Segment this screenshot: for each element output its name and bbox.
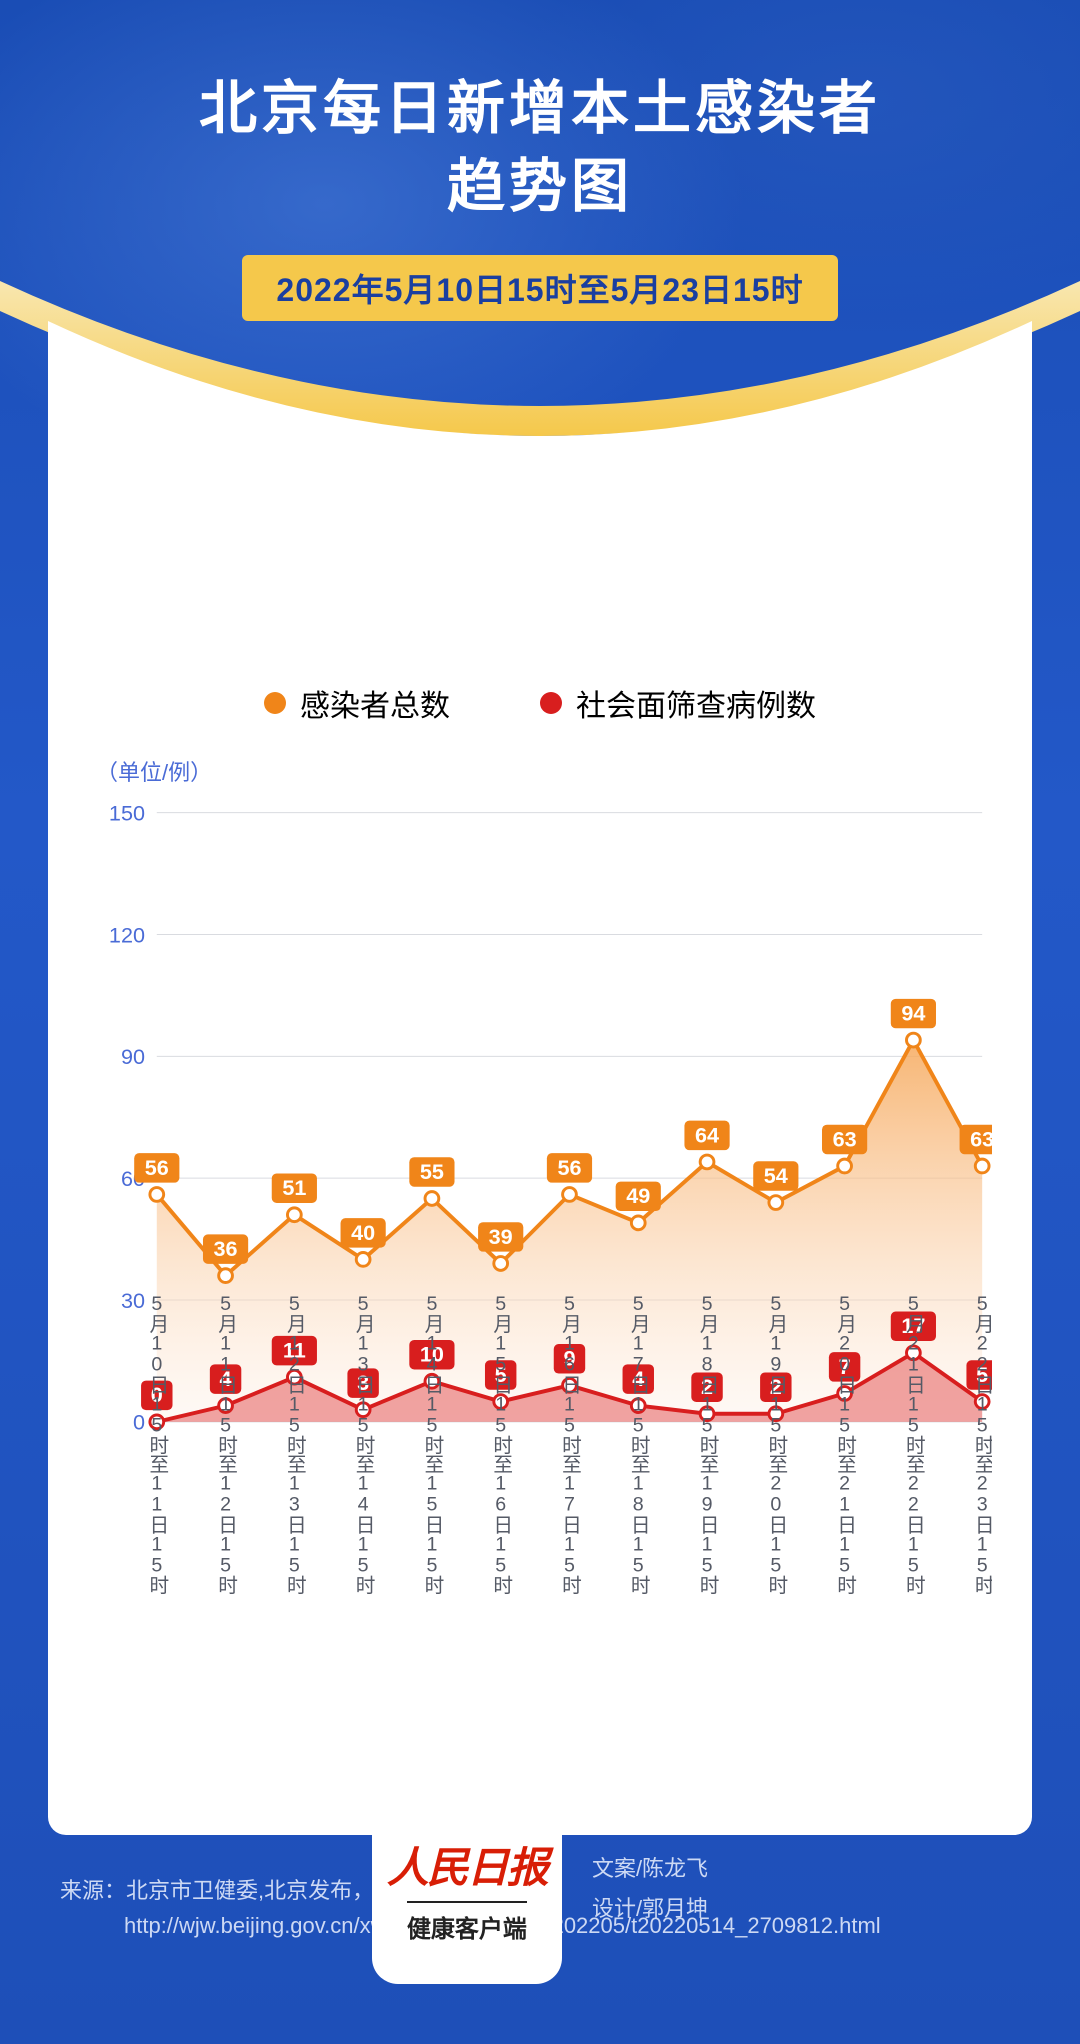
- svg-text:5月19日15时至20日15时: 5月19日15时至20日15时: [765, 1292, 788, 1594]
- legend: 感染者总数 社会面筛查病例数: [88, 681, 992, 725]
- svg-text:64: 64: [695, 1122, 719, 1147]
- svg-text:5月13日15时至14日15时: 5月13日15时至14日15时: [352, 1292, 375, 1594]
- svg-text:5月14日15时至15日15时: 5月14日15时至15日15时: [421, 1292, 444, 1594]
- legend-item-total: 感染者总数: [264, 681, 450, 725]
- svg-text:0: 0: [133, 1409, 145, 1434]
- svg-text:90: 90: [121, 1044, 145, 1069]
- svg-text:63: 63: [970, 1126, 992, 1151]
- header: 北京每日新增本土感染者 趋势图 2022年5月10日15时至5月23日15时: [0, 0, 1080, 321]
- legend-dot-total-icon: [264, 692, 286, 714]
- svg-text:39: 39: [489, 1223, 513, 1248]
- svg-text:5月11日15时至12日15时: 5月11日15时至12日15时: [215, 1292, 238, 1594]
- svg-text:5月12日15时至13日15时: 5月12日15时至13日15时: [283, 1292, 306, 1594]
- credit-writer: 文案/陈龙飞: [592, 1849, 708, 1889]
- legend-label-community: 社会面筛查病例数: [576, 681, 816, 725]
- app-subtitle: 健康客户端: [407, 1901, 527, 1944]
- svg-text:150: 150: [109, 800, 145, 825]
- unit-label: （单位/例）: [96, 755, 992, 787]
- svg-text:51: 51: [282, 1175, 306, 1200]
- chart: 0306090120150563651405539564964546394630…: [88, 793, 992, 1776]
- svg-text:55: 55: [420, 1158, 444, 1183]
- app-badge: 人民日报 健康客户端: [372, 1794, 562, 1984]
- svg-text:56: 56: [145, 1154, 169, 1179]
- legend-label-total: 感染者总数: [300, 681, 450, 725]
- svg-text:120: 120: [109, 922, 145, 947]
- svg-text:5月17日15时至18日15时: 5月17日15时至18日15时: [627, 1292, 650, 1594]
- svg-text:36: 36: [214, 1236, 238, 1261]
- svg-text:5月15日15时至16日15时: 5月15日15时至16日15时: [490, 1292, 513, 1594]
- app-name: 人民日报: [387, 1834, 547, 1895]
- svg-text:5月10日15时至11日15时: 5月10日15时至11日15时: [146, 1292, 169, 1594]
- svg-text:5月21日15时至22日15时: 5月21日15时至22日15时: [902, 1292, 925, 1594]
- svg-text:30: 30: [121, 1287, 145, 1312]
- svg-text:40: 40: [351, 1219, 375, 1244]
- footer: 人民日报 健康客户端 文案/陈龙飞 设计/郭月坤: [0, 1794, 1080, 1984]
- chart-card: 感染者总数 社会面筛查病例数 （单位/例） 030609012015056365…: [48, 531, 1032, 1836]
- legend-dot-community-icon: [540, 692, 562, 714]
- svg-text:94: 94: [901, 1000, 925, 1025]
- svg-text:5月16日15时至17日15时: 5月16日15时至17日15时: [558, 1292, 581, 1594]
- title-line-1: 北京每日新增本土感染者: [0, 70, 1080, 148]
- svg-text:5月20日15时至21日15时: 5月20日15时至21日15时: [834, 1292, 857, 1594]
- svg-text:5月18日15时至19日15时: 5月18日15时至19日15时: [696, 1292, 719, 1594]
- svg-text:49: 49: [626, 1183, 650, 1208]
- svg-text:54: 54: [764, 1162, 788, 1187]
- svg-text:5月22日15时至23日15时: 5月22日15时至23日15时: [971, 1292, 992, 1594]
- legend-item-community: 社会面筛查病例数: [540, 681, 816, 725]
- credits: 文案/陈龙飞 设计/郭月坤: [592, 1849, 708, 1928]
- credit-designer: 设计/郭月坤: [592, 1889, 708, 1929]
- arc-divider: [0, 281, 1080, 541]
- svg-text:56: 56: [557, 1154, 581, 1179]
- title-line-2: 趋势图: [0, 148, 1080, 226]
- svg-text:63: 63: [833, 1126, 857, 1151]
